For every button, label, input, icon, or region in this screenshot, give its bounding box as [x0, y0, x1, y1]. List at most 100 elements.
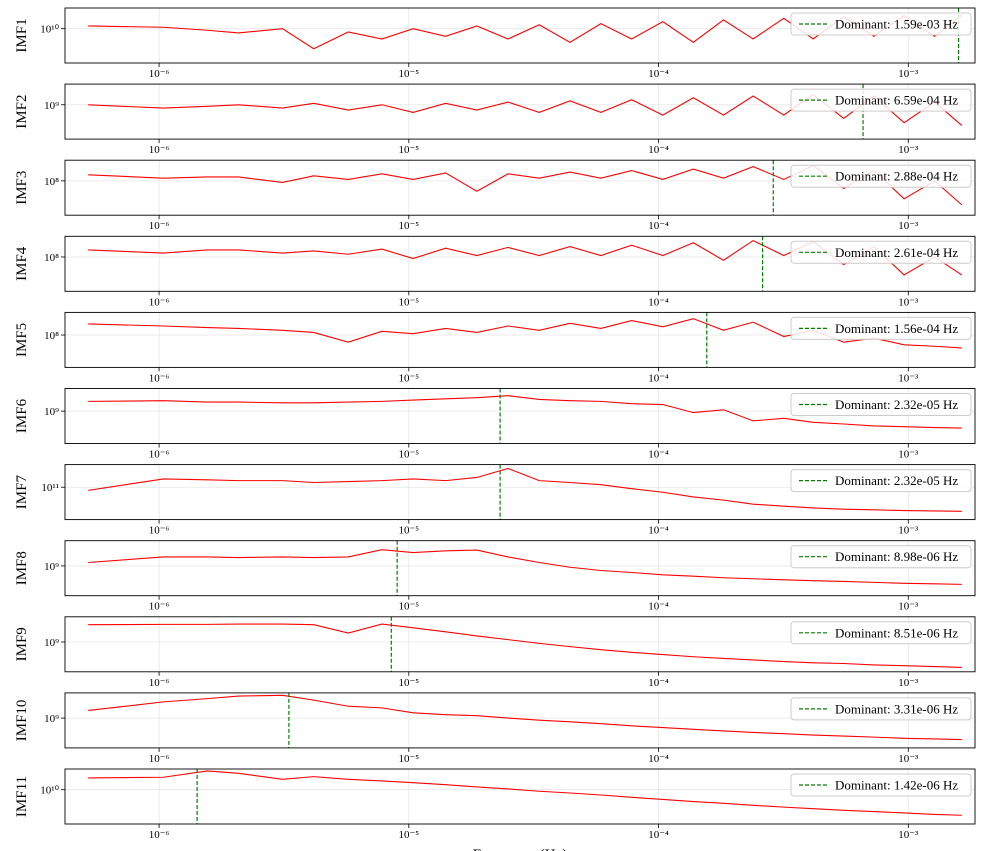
axes-frame	[64, 464, 976, 521]
y-tick-label: 10⁸	[44, 252, 59, 264]
legend-label: Dominant: 2.61e-04 Hz	[835, 245, 958, 260]
subplot: 10⁻⁶ 10⁻⁵ 10⁻⁴ 10⁻³ 10⁹ IMF9 Dominant: 8.51e-0…	[14, 616, 976, 689]
legend-box	[790, 469, 972, 493]
x-tick-label: 10⁻³	[898, 753, 919, 765]
legend-label: Dominant: 3.31e-06 Hz	[835, 701, 958, 716]
x-tick-label: 10⁻⁵	[398, 829, 419, 841]
y-tick-label: 10⁹	[44, 406, 59, 418]
x-tick-label: 10⁻⁶	[149, 829, 170, 841]
x-tick-label: 10⁻⁴	[648, 449, 669, 461]
legend-label: Dominant: 6.59e-04 Hz	[835, 93, 958, 108]
spectrum-line	[88, 623, 962, 668]
legend-box	[790, 316, 972, 340]
axes-frame	[64, 616, 976, 673]
x-tick-label: 10⁻⁴	[648, 68, 669, 80]
legend-box	[790, 545, 972, 569]
subplot: 10⁻⁶ 10⁻⁵ 10⁻⁴ 10⁻³ 10⁹ IMF2 Dominant: 6.59e-0…	[14, 83, 976, 156]
subplot: 10⁻⁶ 10⁻⁵ 10⁻⁴ 10⁻³ 10⁸ IMF5 Dominant: 1.56e-0…	[14, 311, 976, 384]
y-tick-label: 10¹⁰	[40, 785, 59, 797]
x-tick-label: 10⁻⁴	[648, 829, 669, 841]
x-tick-label: 10⁻⁶	[149, 372, 170, 384]
x-tick-label: 10⁻⁶	[149, 753, 170, 765]
x-tick-label: 10⁻⁴	[648, 753, 669, 765]
legend-label: Dominant: 2.32e-05 Hz	[835, 473, 958, 488]
spectrum-line	[88, 467, 962, 512]
y-axis-label: IMF5	[14, 323, 30, 357]
x-tick-label: 10⁻³	[898, 601, 919, 613]
y-axis-label: IMF10	[14, 700, 30, 742]
plot-area	[88, 769, 962, 824]
legend-box	[790, 621, 972, 645]
spectrum-line	[88, 770, 962, 816]
x-tick-label: 10⁻⁶	[149, 449, 170, 461]
axes-frame	[64, 388, 976, 444]
y-axis-label: IMF4	[14, 246, 30, 281]
x-tick-label: 10⁻⁵	[398, 372, 419, 384]
subplot: 10⁻⁶ 10⁻⁵ 10⁻⁴ 10⁻³ 10¹⁰ IMF1 Dominant: 1.59e-…	[14, 7, 976, 80]
x-tick-label: 10⁻³	[898, 677, 919, 689]
plot-area	[88, 692, 962, 748]
y-tick-label: 10¹⁰	[40, 24, 59, 36]
x-tick-label: 10⁻³	[898, 525, 919, 537]
x-tick-label: 10⁻⁵	[398, 449, 419, 461]
y-tick-label: 10⁹	[44, 637, 59, 649]
legend-label: Dominant: 8.51e-06 Hz	[835, 625, 958, 640]
x-tick-label: 10⁻⁴	[648, 525, 669, 537]
axes-frame	[64, 159, 976, 216]
axes-frame	[64, 692, 976, 749]
legend-box	[790, 88, 972, 112]
legend-box	[790, 773, 972, 797]
y-tick-label: 10⁹	[44, 713, 59, 725]
subplot: 10⁻⁶ 10⁻⁵ 10⁻⁴ 10⁻³ 10⁸ IMF3 Dominant: 2.88e-0…	[14, 159, 976, 232]
legend-label: Dominant: 1.42e-06 Hz	[835, 778, 958, 793]
x-tick-label: 10⁻⁵	[398, 525, 419, 537]
x-tick-label: 10⁻⁶	[149, 68, 170, 80]
y-axis-label: IMF7	[14, 475, 30, 510]
x-tick-label: 10⁻⁵	[398, 220, 419, 232]
legend-label: Dominant: 1.59e-03 Hz	[835, 17, 958, 32]
x-tick-label: 10⁻³	[898, 449, 919, 461]
axes-frame	[64, 311, 976, 368]
legend-label: Dominant: 2.32e-05 Hz	[835, 397, 958, 412]
legend-box	[790, 240, 972, 264]
axes-frame	[64, 83, 976, 140]
axes-frame	[64, 540, 976, 597]
spectrum-line	[88, 395, 962, 429]
legend-label: Dominant: 1.56e-04 Hz	[835, 321, 958, 336]
y-tick-label: 10⁹	[44, 561, 59, 573]
x-tick-label: 10⁻⁵	[398, 296, 419, 308]
x-tick-label: 10⁻⁴	[648, 372, 669, 384]
x-tick-label: 10⁻⁶	[149, 220, 170, 232]
y-axis-label: IMF9	[14, 627, 30, 661]
y-tick-label: 10⁸	[44, 176, 59, 188]
axes-frame	[64, 768, 976, 825]
subplot: 10⁻⁶ 10⁻⁵ 10⁻⁴ 10⁻³ 10⁹ IMF8 Dominant: 8.98e-0…	[14, 540, 976, 613]
x-tick-label: 10⁻³	[898, 68, 919, 80]
x-tick-label: 10⁻⁴	[648, 220, 669, 232]
x-tick-label: 10⁻³	[898, 829, 919, 841]
subplot: 10⁻⁶ 10⁻⁵ 10⁻⁴ 10⁻³ 10⁹ IMF6 Dominant: 2.32e-0…	[14, 388, 976, 461]
y-tick-label: 10⁸	[44, 330, 59, 342]
y-axis-label: IMF6	[14, 398, 30, 433]
axes-frame	[64, 7, 976, 64]
legend-box	[790, 12, 972, 36]
subplot: 10⁻⁶ 10⁻⁵ 10⁻⁴ 10⁻³ 10¹⁰ IMF11 Dominant: 1.42e…	[14, 768, 976, 851]
y-axis-label: IMF3	[14, 171, 30, 205]
spectrum-line	[88, 549, 962, 585]
x-tick-label: 10⁻⁶	[149, 144, 170, 156]
y-tick-label: 10⁹	[44, 100, 59, 112]
plot-area	[88, 540, 962, 596]
subplot: 10⁻⁶ 10⁻⁵ 10⁻⁴ 10⁻³ 10¹¹ IMF7 Dominant: 2.32e-…	[14, 464, 976, 537]
x-tick-label: 10⁻⁴	[648, 296, 669, 308]
legend-box	[790, 393, 972, 416]
x-tick-label: 10⁻⁶	[149, 677, 170, 689]
x-tick-label: 10⁻⁵	[398, 601, 419, 613]
y-axis-label: IMF2	[14, 95, 30, 129]
legend-label: Dominant: 8.98e-06 Hz	[835, 549, 958, 564]
x-tick-label: 10⁻⁴	[648, 677, 669, 689]
plot-area	[88, 388, 962, 444]
x-tick-label: 10⁻³	[898, 220, 919, 232]
x-tick-label: 10⁻⁶	[149, 296, 170, 308]
legend-label: Dominant: 2.88e-04 Hz	[835, 169, 958, 184]
